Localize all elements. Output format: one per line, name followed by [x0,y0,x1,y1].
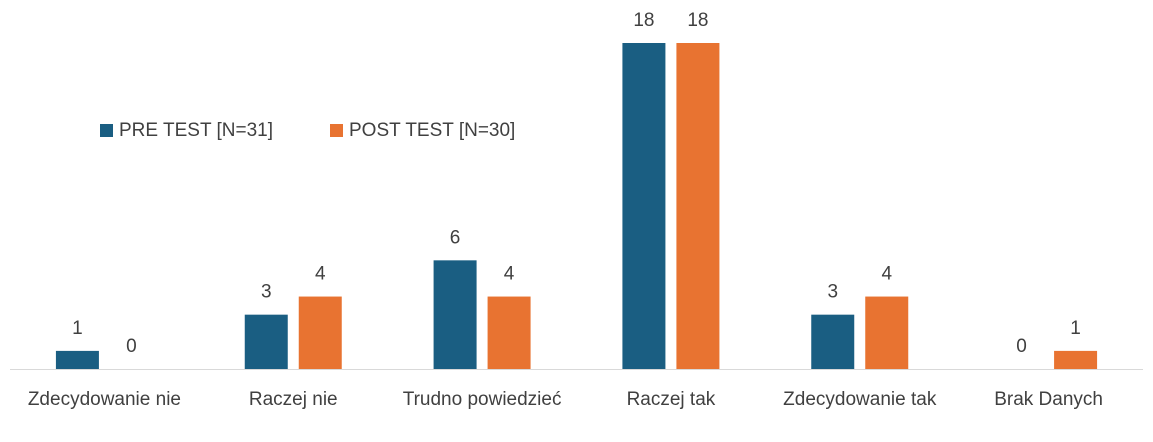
bar [1054,350,1098,369]
value-label: 6 [450,227,461,248]
legend-swatch [330,124,343,137]
x-tick-label: Trudno powiedzieć [403,389,562,410]
bar [55,350,99,369]
x-tick-label: Brak Danych [994,389,1103,410]
value-label: 0 [1016,336,1027,357]
legend-swatch [100,124,113,137]
bar [298,296,342,369]
x-tick-label: Zdecydowanie nie [28,389,181,410]
value-label: 0 [126,336,137,357]
bar [487,296,531,369]
value-label: 4 [504,264,515,285]
bar [622,43,666,369]
bar [676,43,720,369]
x-tick-label: Zdecydowanie tak [783,389,937,410]
x-tick-label: Raczej nie [249,389,338,410]
value-label: 4 [881,264,892,285]
value-label: 1 [1070,318,1081,339]
bar [811,314,855,369]
bar [433,260,477,369]
x-tick-label: Raczej tak [627,389,716,410]
value-label: 1 [72,318,83,339]
legend-label: PRE TEST [N=31] [119,120,273,141]
value-label: 4 [315,264,326,285]
value-label: 18 [687,10,708,31]
value-label: 3 [827,282,838,303]
value-label: 3 [261,282,272,303]
legend-label: POST TEST [N=30] [349,120,515,141]
bar [244,314,288,369]
value-label: 18 [633,10,654,31]
bar [865,296,909,369]
